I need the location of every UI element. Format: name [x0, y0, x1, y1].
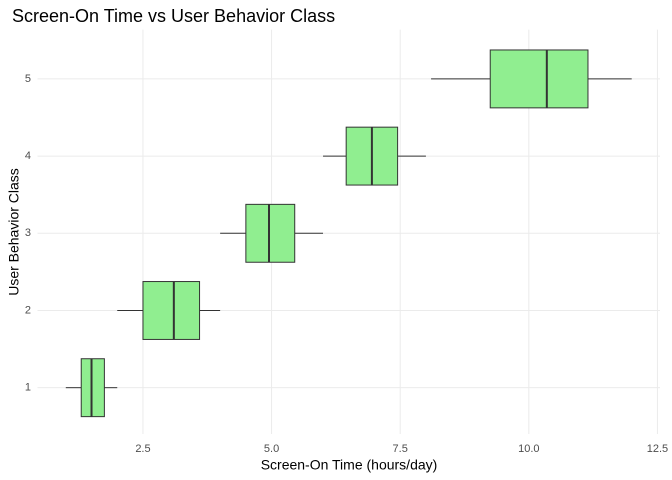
box — [489, 49, 589, 109]
y-tick-label: 5 — [25, 73, 31, 85]
y-axis-title: User Behavior Class — [6, 168, 22, 296]
x-tick-label: 10.0 — [518, 443, 539, 455]
x-axis-title: Screen-On Time (hours/day) — [261, 457, 438, 473]
x-tick-label: 2.5 — [135, 443, 150, 455]
x-tick-label: 7.5 — [393, 443, 408, 455]
box — [245, 203, 296, 263]
y-tick-label: 1 — [25, 382, 31, 394]
x-tick-label: 5.0 — [264, 443, 279, 455]
y-tick-label: 2 — [25, 304, 31, 316]
chart-title: Screen-On Time vs User Behavior Class — [12, 6, 335, 26]
box — [142, 281, 201, 340]
x-tick-label: 12.5 — [647, 443, 668, 455]
y-tick-label: 4 — [25, 150, 31, 162]
y-tick-label: 3 — [25, 227, 31, 239]
box — [80, 358, 105, 418]
